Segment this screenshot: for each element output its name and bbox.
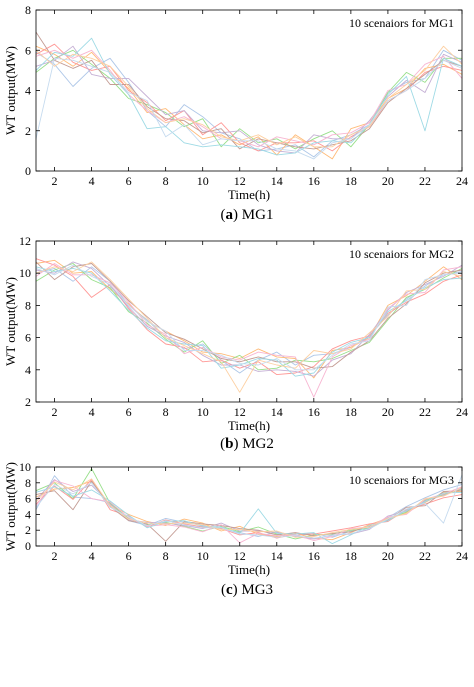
y-tick-label: 8: [25, 298, 31, 312]
x-tick-label: 24: [456, 549, 468, 563]
x-tick-label: 6: [126, 549, 132, 563]
x-tick-label: 20: [382, 549, 394, 563]
x-tick-label: 12: [234, 405, 246, 419]
x-tick-label: 8: [163, 174, 169, 188]
x-tick-label: 6: [126, 174, 132, 188]
series-line-2: [35, 45, 463, 160]
series-line-4: [35, 258, 463, 376]
y-tick-label: 6: [25, 492, 31, 506]
x-tick-label: 20: [382, 174, 394, 188]
series-line-10: [35, 264, 463, 371]
x-axis-label: Time(h): [228, 562, 270, 577]
y-tick-label: 8: [25, 3, 31, 17]
x-tick-label: 22: [419, 405, 431, 419]
x-tick-label: 14: [271, 549, 283, 563]
x-tick-label: 18: [345, 405, 357, 419]
y-axis-label: WT output(MW): [3, 46, 18, 135]
x-tick-label: 10: [197, 174, 209, 188]
x-tick-label: 8: [163, 405, 169, 419]
x-tick-label: 10: [197, 405, 209, 419]
y-tick-label: 6: [25, 331, 31, 345]
x-tick-label: 2: [52, 174, 58, 188]
y-tick-label: 10: [19, 460, 31, 474]
x-tick-label: 24: [456, 405, 468, 419]
series-line-9: [35, 45, 463, 148]
x-tick-label: 20: [382, 405, 394, 419]
series-line-1: [35, 49, 463, 158]
figure-caption: (c) MG3: [221, 582, 273, 598]
x-tick-label: 16: [308, 174, 320, 188]
x-tick-label: 14: [271, 405, 283, 419]
x-tick-label: 2: [52, 549, 58, 563]
y-tick-label: 6: [25, 43, 31, 57]
x-tick-label: 18: [345, 549, 357, 563]
series-line-4: [35, 43, 463, 152]
y-axis-label: WT output(MW): [3, 277, 18, 366]
x-tick-label: 16: [308, 549, 320, 563]
y-axis-label: WT output(MW): [3, 462, 18, 551]
series-line-6: [35, 261, 463, 369]
series-line-8: [35, 266, 463, 377]
series-line-7: [35, 49, 463, 148]
y-tick-label: 4: [25, 363, 31, 377]
series-line-3: [35, 49, 462, 150]
x-tick-label: 12: [234, 174, 246, 188]
scenario-annotation: 10 scenaiors for MG1: [349, 16, 454, 30]
series-line-4: [35, 479, 463, 539]
y-tick-label: 0: [25, 164, 31, 178]
y-tick-label: 2: [25, 395, 31, 409]
x-tick-label: 24: [456, 174, 468, 188]
x-tick-label: 6: [126, 405, 132, 419]
x-axis-label: Time(h): [228, 418, 270, 433]
y-tick-label: 12: [19, 234, 31, 248]
x-tick-label: 12: [234, 549, 246, 563]
scenario-annotation: 10 scenaiors for MG2: [349, 247, 454, 261]
plot-frame: [35, 466, 463, 547]
y-tick-label: 2: [25, 523, 31, 537]
y-tick-label: 2: [25, 124, 31, 138]
scenario-annotation: 10 scenaiors for MG3: [349, 473, 454, 487]
x-tick-label: 4: [89, 405, 95, 419]
series-line-8: [35, 486, 463, 545]
x-axis-label: Time(h): [228, 187, 270, 202]
series-line-9: [35, 478, 463, 538]
y-tick-label: 4: [25, 507, 31, 521]
x-tick-label: 14: [271, 174, 283, 188]
x-tick-label: 2: [52, 405, 58, 419]
series-line-8: [35, 37, 463, 156]
y-tick-label: 0: [25, 539, 31, 553]
x-tick-label: 10: [197, 549, 209, 563]
x-tick-label: 4: [89, 549, 95, 563]
plot-frame: [35, 240, 463, 403]
x-tick-label: 16: [308, 405, 320, 419]
figure-caption: (b) MG2: [220, 436, 274, 452]
series-line-9: [35, 261, 463, 393]
series-line-10: [35, 57, 463, 160]
x-tick-label: 18: [345, 174, 357, 188]
y-tick-label: 10: [19, 266, 31, 280]
x-tick-label: 8: [163, 549, 169, 563]
x-tick-label: 22: [419, 549, 431, 563]
figure-caption: (a) MG1: [221, 207, 274, 223]
series-line-10: [35, 474, 463, 539]
y-tick-label: 4: [25, 84, 31, 98]
series-line-2: [35, 259, 463, 379]
y-tick-label: 8: [25, 476, 31, 490]
x-tick-label: 22: [419, 174, 431, 188]
x-tick-label: 4: [89, 174, 95, 188]
series-line-7: [35, 263, 463, 398]
series-line-1: [35, 266, 463, 374]
